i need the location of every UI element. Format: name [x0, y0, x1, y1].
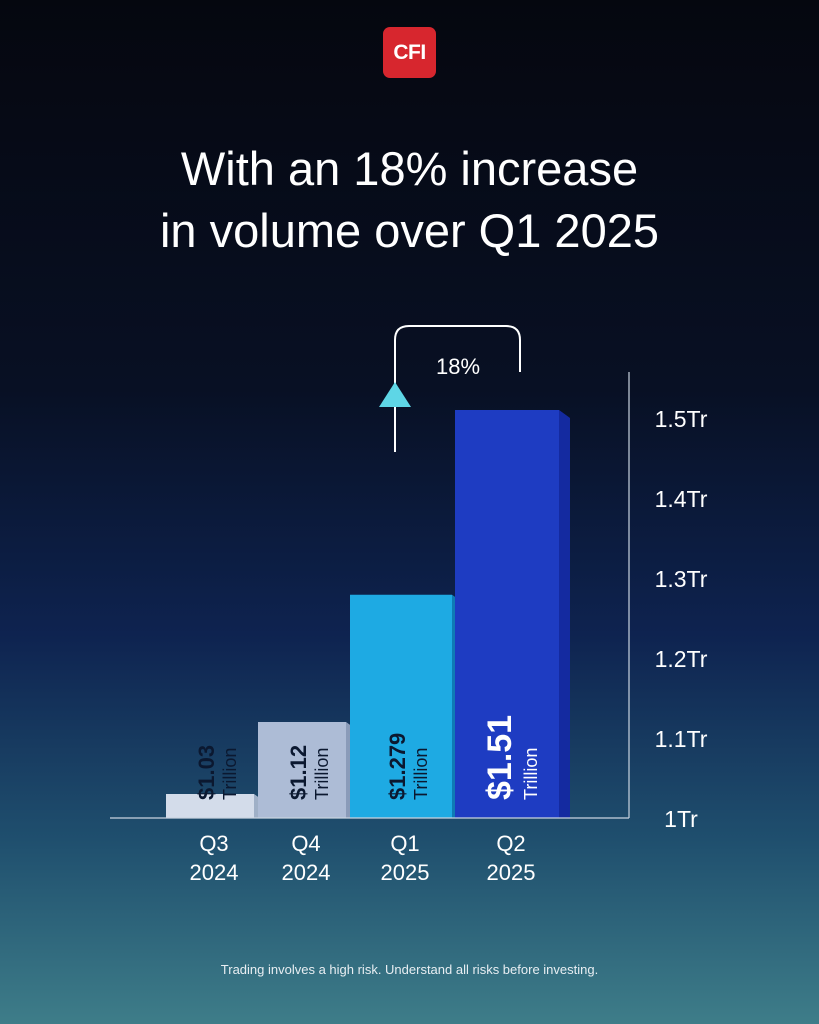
x-tick-quarter: Q2 — [496, 831, 525, 856]
y-tick-label: 1Tr — [664, 806, 698, 832]
bar — [258, 722, 346, 818]
y-tick-label: 1.4Tr — [655, 486, 708, 512]
bar — [455, 410, 559, 818]
bar-unit-label: Trillion — [521, 748, 541, 800]
x-tick-year: 2024 — [282, 860, 331, 885]
cfi-logo: CFI — [383, 27, 436, 78]
headline-line-1: With an 18% increase — [180, 142, 639, 195]
bar-unit-label: Trillion — [312, 748, 332, 800]
headline-line-2: in volume over Q1 2025 — [159, 204, 659, 257]
bar-side — [559, 410, 570, 818]
x-tick-quarter: Q3 — [199, 831, 228, 856]
growth-arrow-icon — [379, 382, 411, 407]
x-tick-year: 2024 — [190, 860, 239, 885]
x-tick-year: 2025 — [381, 860, 430, 885]
growth-bracket — [394, 325, 521, 452]
bar-unit-label: Trillion — [411, 748, 431, 800]
x-tick-quarter: Q4 — [291, 831, 320, 856]
bar-value-label: $1.279 — [385, 733, 410, 800]
y-tick-label: 1.1Tr — [655, 726, 708, 752]
bar-value-label: $1.51 — [481, 715, 519, 800]
growth-percent-label: 18% — [436, 354, 480, 379]
bar — [166, 794, 254, 818]
bar-unit-label: Trillion — [220, 748, 240, 800]
y-tick-label: 1.5Tr — [655, 406, 708, 432]
risk-disclaimer: Trading involves a high risk. Understand… — [220, 962, 599, 977]
y-tick-label: 1.3Tr — [655, 566, 708, 592]
y-tick-label: 1.2Tr — [655, 646, 708, 672]
x-tick-year: 2025 — [487, 860, 536, 885]
x-tick-quarter: Q1 — [390, 831, 419, 856]
bar — [350, 594, 452, 818]
bar-value-label: $1.12 — [286, 745, 311, 800]
bar-value-label: $1.03 — [194, 745, 219, 800]
headline: With an 18% increase in volume over Q1 2… — [0, 138, 819, 262]
